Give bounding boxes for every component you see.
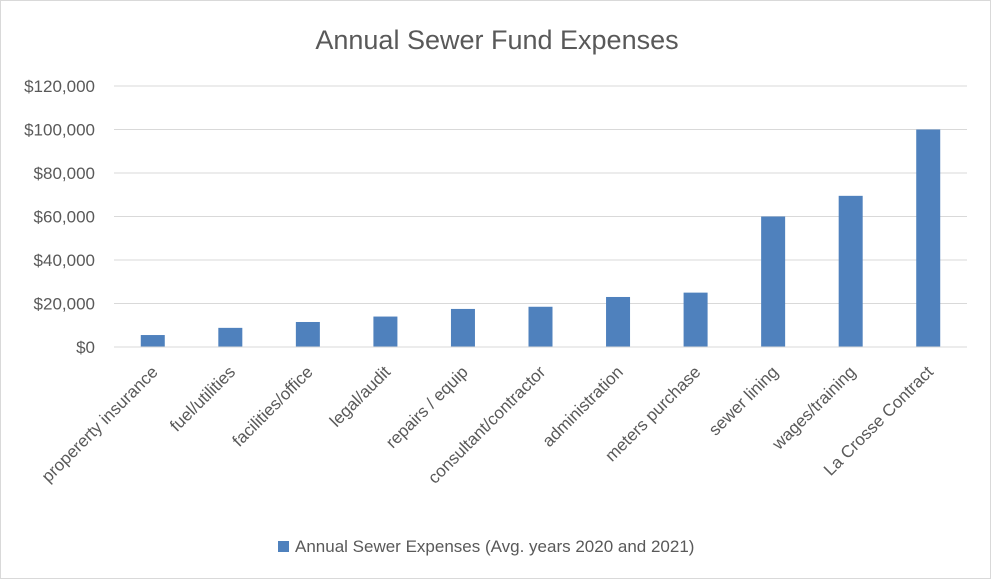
x-tick-label: propererty insurance bbox=[38, 362, 162, 486]
bars bbox=[140, 129, 941, 347]
y-tick-label: $60,000 bbox=[34, 208, 95, 227]
y-tick-label: $120,000 bbox=[24, 77, 95, 96]
bar bbox=[916, 129, 941, 347]
y-tick-label: $0 bbox=[76, 338, 95, 357]
gridlines bbox=[114, 85, 967, 304]
bar bbox=[450, 308, 475, 347]
y-tick-label: $100,000 bbox=[24, 121, 95, 140]
bar bbox=[295, 321, 320, 347]
bar bbox=[683, 292, 708, 347]
bar bbox=[528, 306, 553, 347]
legend: Annual Sewer Expenses (Avg. years 2020 a… bbox=[278, 537, 694, 556]
bar bbox=[761, 216, 786, 347]
x-tick-label: facilities/office bbox=[229, 362, 317, 450]
x-axis: propererty insurance fuel/utilitiesfacili… bbox=[38, 346, 967, 487]
bar bbox=[373, 316, 398, 347]
x-tick-label: sewer lining bbox=[705, 362, 782, 439]
bar bbox=[218, 327, 243, 347]
y-tick-label: $20,000 bbox=[34, 295, 95, 314]
bar bbox=[606, 296, 631, 347]
legend-swatch bbox=[278, 541, 289, 552]
chart-title: Annual Sewer Fund Expenses bbox=[315, 25, 678, 55]
x-tick-label: administration bbox=[539, 362, 627, 450]
legend-label: Annual Sewer Expenses (Avg. years 2020 a… bbox=[295, 537, 694, 556]
y-axis: $0 $20,000 $40,000 $60,000 $80,000 $100,000 $1… bbox=[24, 77, 95, 357]
bar bbox=[838, 195, 863, 347]
y-tick-label: $40,000 bbox=[34, 251, 95, 270]
x-tick-label: legal/audit bbox=[326, 362, 394, 430]
bar bbox=[140, 335, 165, 347]
x-tick-label: fuel/utilities bbox=[166, 362, 239, 435]
y-tick-label: $80,000 bbox=[34, 164, 95, 183]
